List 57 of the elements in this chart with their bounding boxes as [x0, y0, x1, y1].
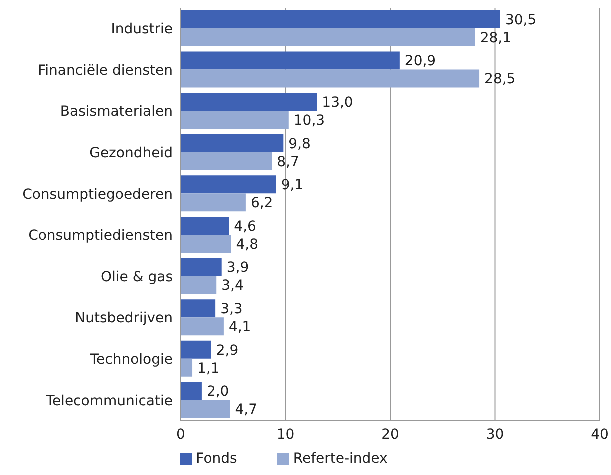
bar — [181, 134, 284, 152]
x-tick-label: 30 — [486, 426, 504, 443]
y-tick-label: Basismaterialen — [60, 104, 173, 120]
bar — [181, 234, 232, 253]
bar — [181, 10, 500, 28]
bar — [181, 340, 212, 359]
y-tick-label: Consumptiediensten — [28, 228, 173, 244]
data-label: 4,6 — [234, 218, 257, 235]
legend-label: Fonds — [196, 451, 238, 467]
y-tick-label: Nutsbedrijven — [75, 310, 173, 327]
data-label: 13,0 — [322, 95, 354, 112]
data-label: 10,3 — [294, 113, 326, 130]
bar — [181, 93, 318, 112]
data-label: 4,1 — [228, 320, 252, 336]
data-label: 6,2 — [250, 196, 274, 212]
y-tick-label: Olie & gas — [101, 269, 173, 286]
bar — [181, 300, 216, 318]
bar — [181, 152, 272, 170]
bar — [181, 194, 246, 212]
data-label: 3,3 — [220, 302, 243, 318]
bar — [181, 111, 289, 130]
data-label: 8,7 — [277, 154, 300, 170]
bar — [181, 276, 217, 294]
x-tick-label: 0 — [176, 426, 186, 443]
bar — [181, 28, 476, 46]
legend-label: Referte-index — [293, 451, 388, 467]
x-tick-label: 40 — [591, 426, 609, 443]
data-label: 4,7 — [235, 402, 258, 418]
bar — [181, 400, 230, 418]
x-tick-label: 10 — [276, 426, 295, 443]
data-label: 2,9 — [216, 342, 239, 359]
data-label: 3,4 — [222, 278, 244, 294]
data-label: 30,5 — [505, 12, 537, 28]
bar — [181, 216, 230, 235]
data-label: 4,8 — [236, 236, 259, 253]
data-label: 28,1 — [480, 30, 512, 46]
bar — [181, 176, 276, 194]
x-tick-label: 20 — [382, 426, 400, 443]
y-tick-label: Financiële diensten — [38, 62, 173, 79]
data-label: 20,9 — [404, 54, 436, 70]
y-tick-label: Telecommunicatie — [45, 393, 173, 410]
y-tick-label: Industrie — [111, 22, 173, 38]
bar — [181, 318, 224, 336]
bar — [181, 358, 193, 377]
bar — [181, 382, 202, 400]
bar — [181, 258, 222, 276]
y-tick-label: Technologie — [89, 352, 173, 368]
data-label: 2,0 — [206, 384, 230, 400]
data-label: 28,5 — [484, 72, 516, 88]
data-label: 9,1 — [281, 178, 304, 194]
y-tick-label: Consumptiegoederen — [22, 186, 173, 203]
data-label: 3,9 — [226, 260, 250, 276]
y-tick-label: Gezondheid — [90, 146, 173, 162]
data-label: 9,8 — [288, 136, 311, 152]
bar — [181, 70, 480, 88]
data-label: 1,1 — [198, 360, 220, 377]
bar — [181, 52, 400, 70]
